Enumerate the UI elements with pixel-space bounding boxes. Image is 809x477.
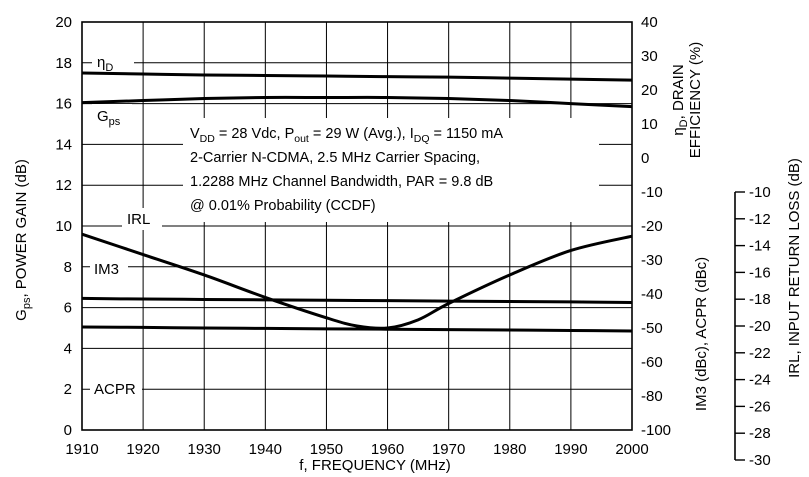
y-left-tick-label: 0 <box>64 422 72 439</box>
series-line-0 <box>81 71 633 82</box>
series-label-etaD: ηD <box>97 54 113 74</box>
label-background <box>92 104 132 130</box>
irl-tick-label: -30 <box>749 452 771 469</box>
y-left-tick-label: 10 <box>55 218 72 235</box>
y-left-tick-label: 12 <box>55 177 72 194</box>
series-line-1 <box>81 95 633 109</box>
series-line-2 <box>81 232 633 330</box>
y-left-tick-label: 16 <box>55 96 72 113</box>
y-right1-tick-label: 10 <box>641 116 658 133</box>
x-tick-label: 1970 <box>432 441 465 458</box>
irl-tick-label: -10 <box>749 184 771 201</box>
label-background <box>92 50 134 74</box>
x-axis-title: f, FREQUENCY (MHz) <box>299 457 450 474</box>
y-left-axis-title: Gps, POWER GAIN (dB) <box>13 159 33 321</box>
irl-tick-label: -16 <box>749 264 771 281</box>
series-line-4 <box>81 325 633 333</box>
y-left-tick-label: 20 <box>55 14 72 31</box>
y-right1-axis-title-line1: ηD, DRAIN <box>670 64 690 135</box>
series-label-acpr: ACPR <box>94 381 136 398</box>
y-left-tick-label: 6 <box>64 300 72 317</box>
gridlines <box>81 21 633 431</box>
y-left-tick-label: 2 <box>64 381 72 398</box>
y-right1-axis-title-line2: EFFICIENCY (%) <box>687 42 704 158</box>
y-right1-tick-label: -60 <box>641 354 663 371</box>
x-tick-label: 1990 <box>554 441 587 458</box>
x-tick-label: 1980 <box>493 441 526 458</box>
y-right1-tick-labels: 40 30 20 10 0 -10 -20 -30 -40 -50 -60 -80 -100 <box>641 14 671 439</box>
x-tick-label: 1960 <box>371 441 404 458</box>
y-right1-tick-label: -30 <box>641 252 663 269</box>
x-tick-label: 1930 <box>188 441 221 458</box>
irl-tick-label: -28 <box>749 425 771 442</box>
annotation-line-2: 2-Carrier N-CDMA, 2.5 MHz Carrier Spacin… <box>190 150 480 166</box>
label-background <box>90 378 142 400</box>
annotation-line-1: VDD = 28 Vdc, Pout = 29 W (Avg.), IDQ = … <box>190 126 503 145</box>
irl-tick-label: -26 <box>749 398 771 415</box>
test-conditions-annotation: VDD = 28 Vdc, Pout = 29 W (Avg.), IDQ = … <box>190 126 503 214</box>
y-right2-axis: -10 -12 -14 -16 -18 -20 -22 -24 -26 -28 -30 <box>734 184 771 469</box>
y-right1-tick-label: -20 <box>641 218 663 235</box>
irl-tick-label: -12 <box>749 211 771 228</box>
irl-tick-label: -22 <box>749 345 771 362</box>
irl-tick-label: -18 <box>749 291 771 308</box>
irl-tick-label: -24 <box>749 372 771 389</box>
x-tick-label: 1940 <box>249 441 282 458</box>
y-right1-tick-label: -40 <box>641 286 663 303</box>
y-right1-tick-label: 30 <box>641 48 658 65</box>
y-right1-axis-title-line3: IM3 (dBc), ACPR (dBc) <box>693 257 710 411</box>
label-background <box>122 208 162 230</box>
label-background <box>90 258 128 280</box>
y-right1-tick-label: 40 <box>641 14 658 31</box>
series-line-3 <box>81 296 633 304</box>
y-right1-tick-label: -100 <box>641 422 671 439</box>
irl-tick-label: -20 <box>749 318 771 335</box>
y-right1-tick-label: 0 <box>641 150 649 167</box>
y-right1-tick-label: -10 <box>641 184 663 201</box>
y-right2-axis-title: IRL, INPUT RETURN LOSS (dB) <box>786 158 803 378</box>
plot-frame <box>81 21 633 431</box>
x-tick-label: 1910 <box>65 441 98 458</box>
annotation-line-4: @ 0.01% Probability (CCDF) <box>190 198 376 214</box>
series-lines <box>81 71 633 333</box>
y-left-tick-label: 18 <box>55 55 72 72</box>
y-left-tick-label: 4 <box>64 340 72 357</box>
x-tick-label: 1950 <box>310 441 343 458</box>
y-left-tick-label: 8 <box>64 259 72 276</box>
x-tick-label: 2000 <box>615 441 648 458</box>
y-left-tick-label: 14 <box>55 136 72 153</box>
y-right1-tick-label: -50 <box>641 320 663 337</box>
y-right1-tick-label: 20 <box>641 82 658 99</box>
series-label-im3: IM3 <box>94 261 119 278</box>
y-right1-tick-label: -80 <box>641 388 663 405</box>
x-tick-labels: 1910 1920 1930 1940 1950 1960 1970 1980 1990 2000 <box>65 441 648 458</box>
label-background <box>183 118 599 222</box>
series-label-gps: Gps <box>97 108 121 128</box>
x-tick-label: 1920 <box>126 441 159 458</box>
annotation-line-3: 1.2288 MHz Channel Bandwidth, PAR = 9.8 … <box>190 174 493 190</box>
irl-tick-label: -14 <box>749 238 771 255</box>
plot-border <box>81 21 633 431</box>
series-labels: ηD Gps IRL IM3 ACPR <box>94 54 150 398</box>
series-label-irl: IRL <box>127 211 150 228</box>
y-left-tick-labels: 0 2 4 6 8 10 12 14 16 18 20 <box>55 14 72 439</box>
